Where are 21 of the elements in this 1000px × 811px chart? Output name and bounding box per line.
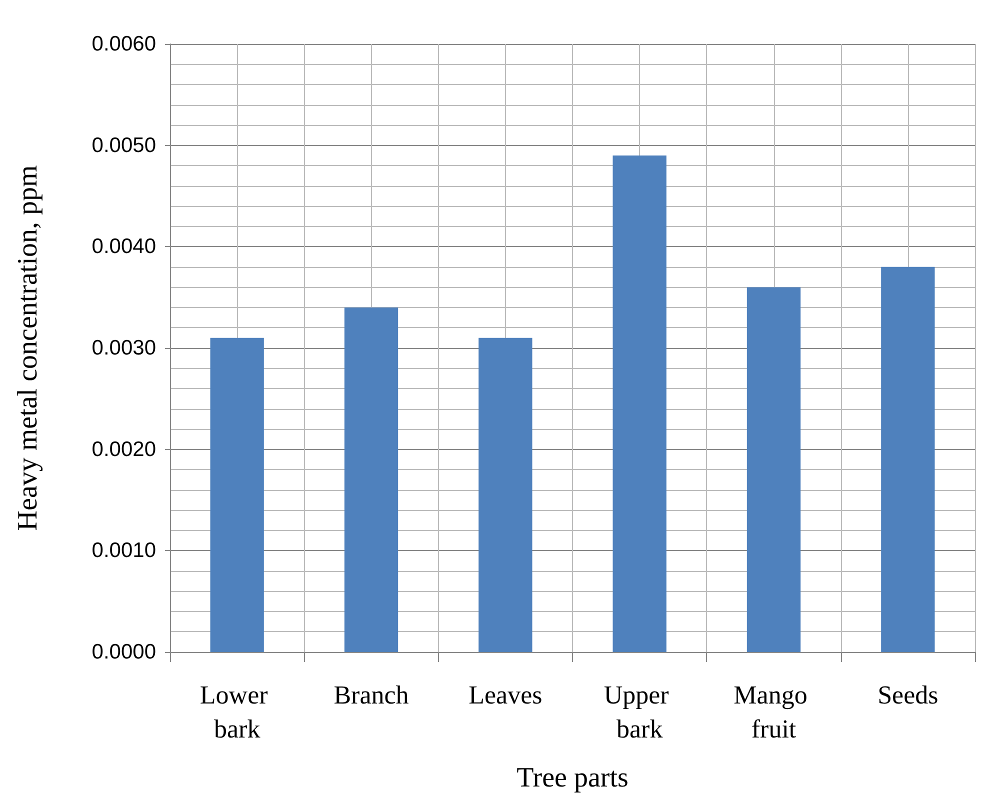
- x-axis-title: Tree parts: [516, 762, 628, 794]
- bar: [612, 155, 666, 652]
- x-tick-label: Upper bark: [604, 680, 676, 744]
- y-tick-label: 0.0000: [92, 640, 156, 664]
- bar: [210, 338, 264, 652]
- x-tick-label: Lower bark: [200, 680, 274, 744]
- y-tick-label: 0.0050: [92, 134, 156, 157]
- x-tick-label: Branch: [334, 680, 409, 710]
- y-tick-label: 0.0040: [92, 235, 156, 258]
- x-tick-label: Seeds: [878, 680, 938, 710]
- y-axis-title: Heavy metal concentration, ppm: [12, 165, 44, 531]
- bar: [881, 266, 935, 652]
- x-tick-label: Mango fruit: [734, 680, 814, 744]
- bar: [344, 307, 398, 652]
- y-tick-label: 0.0010: [92, 539, 156, 562]
- y-tick-label: 0.0020: [92, 438, 156, 461]
- y-tick-label: 0.0060: [92, 32, 156, 56]
- y-tick-label: 0.0030: [92, 336, 156, 360]
- bar: [746, 287, 801, 652]
- bar: [478, 338, 532, 652]
- x-tick-label: Leaves: [468, 680, 542, 710]
